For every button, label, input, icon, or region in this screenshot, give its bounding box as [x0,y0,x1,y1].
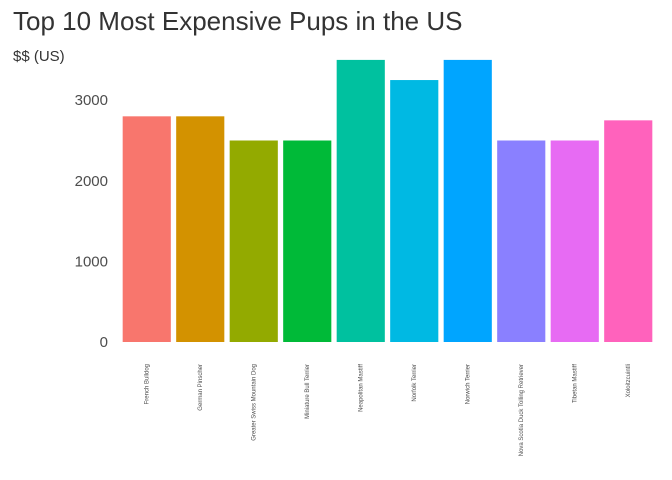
x-tick-label: Nova Scotia Duck Tolling Retriever [519,364,525,456]
y-tick-label: 2000 [75,173,108,190]
bar-greater-swiss-mountain-dog[interactable] [229,140,278,343]
x-tick-label: Neapolitan Mastiff [358,364,364,412]
bar-neapolitan-mastiff[interactable] [336,59,385,343]
bar-norfolk-terrier[interactable] [390,80,439,343]
x-tick-label: Norfolk Terrier [412,364,418,402]
chart-title: Top 10 Most Expensive Pups in the US [13,6,463,36]
y-tick-label: 1000 [75,253,108,270]
x-tick-label: Miniature Bull Terrier [305,364,311,419]
bar-german-pinscher[interactable] [176,116,225,342]
x-tick-label: Norwich Terrier [465,364,471,404]
x-tick-label: Tibetan Mastiff [572,364,578,403]
bars [122,59,653,343]
x-tick-label: French Bulldog [144,364,150,404]
bar-norwich-terrier[interactable] [443,59,492,343]
x-tick-label: Xoloitzcuintli [626,364,632,397]
bar-miniature-bull-terrier[interactable] [283,140,332,343]
bar-tibetan-mastiff[interactable] [550,140,599,343]
y-tick-label: 3000 [75,92,108,109]
y-axis-ticks: 0 1000 2000 3000 [75,92,108,351]
x-tick-label: German Pinscher [198,364,204,411]
y-tick-label: 0 [100,334,108,351]
x-axis-labels: French Bulldog German Pinscher Greater Swi… [144,364,632,457]
bar-xoloitzcuintli[interactable] [604,120,653,342]
bar-french-bulldog[interactable] [122,116,171,342]
bar-nova-scotia-duck-tolling-retriever[interactable] [497,140,546,343]
x-tick-label: Greater Swiss Mountain Dog [251,364,257,441]
y-axis-label: $$ (US) [13,48,65,65]
